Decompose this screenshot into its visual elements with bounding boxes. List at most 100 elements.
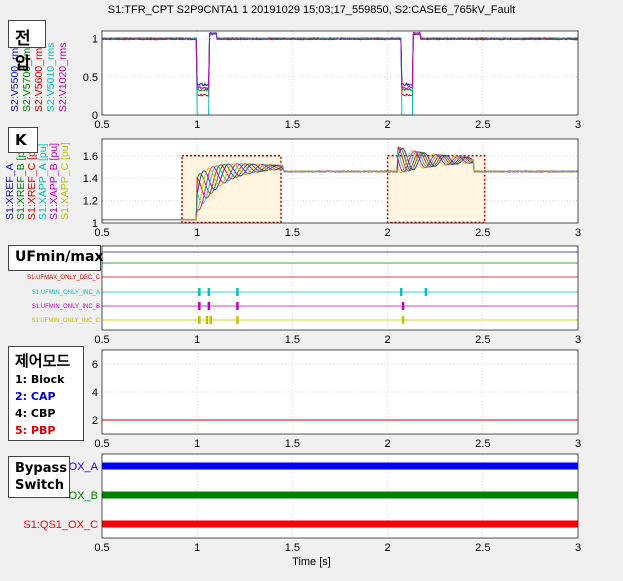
event-marker (207, 302, 211, 310)
event-marker (209, 316, 213, 324)
x-tick-label: 3 (575, 227, 581, 239)
x-tick-label: 2 (385, 119, 391, 131)
legend-entry: S1:XREF_B [pu] (15, 143, 27, 220)
x-tick-label: 2 (385, 438, 391, 450)
event-marker (198, 302, 201, 310)
y-tick-label: 1 (92, 34, 98, 46)
legend-entry: S2:V5700_rms (21, 43, 33, 112)
y-tick-label: 0.5 (83, 72, 98, 84)
x-tick-label: 1.5 (285, 227, 300, 239)
voltage-label: 전압 (8, 20, 46, 74)
x-tick-label: 3 (575, 119, 581, 131)
y-tick-label: 2 (92, 415, 98, 427)
legend-entry: S1:XAPP_C [pu] (59, 142, 71, 220)
bypass-label-line2: Switch (15, 478, 65, 493)
series-line-s1-xapp-c-pu- (102, 149, 579, 221)
y-tick-label: 4 (92, 387, 98, 399)
panel-k: 0.5 1 1.5 2 2.5 311.21.41.6S1:XREF_A S1:XREF_B… (4, 138, 581, 239)
y-tick-label: 0 (92, 110, 98, 122)
panel-bypass: 0.5 1 1.5 2 2.5 3 OX_A OX_B S1:QS1_OX_C (23, 453, 581, 554)
x-tick-label: 2.5 (475, 119, 490, 131)
x-tick-label: 1 (194, 438, 200, 450)
x-tick-label: 1.5 (285, 119, 300, 131)
switch-label: OX_A (69, 461, 99, 473)
mode-item-cap: 2: CAP (15, 390, 56, 403)
event-marker (401, 302, 405, 310)
x-tick-label: 3 (575, 542, 581, 554)
mode-item-pbp: 5: PBP (15, 424, 56, 437)
legend-entry: S2:V5010_rms (45, 43, 57, 112)
event-row-label: S1:UFMIN_ONLY_INC_A (32, 290, 100, 296)
x-tick-label: 2 (385, 542, 391, 554)
x-tick-label: 0.5 (94, 227, 109, 239)
event-row-label: S1:UFMIN_ONLY_INC_C (31, 318, 100, 324)
x-tick-label: 2 (385, 334, 391, 346)
plot-frame (101, 138, 579, 224)
bypass-label-box: Bypass Switch (8, 456, 70, 498)
x-tick-label: 1.5 (285, 438, 300, 450)
legend-entry: S2:V5600_rms (33, 43, 45, 112)
x-tick-label: 1 (194, 542, 200, 554)
plot-frame (101, 30, 579, 116)
legend-entry: S1:XREF_C [pu] (26, 142, 38, 220)
y-tick-label: 1.4 (83, 173, 98, 185)
highlight-region (386, 155, 486, 224)
plot-area-k (102, 139, 578, 223)
control-mode-title: 제어모드 (15, 352, 71, 370)
x-tick-label: 0.5 (94, 334, 109, 346)
plot-area-voltage (102, 31, 578, 115)
bypass-label-line1: Bypass (15, 461, 67, 476)
x-tick-label: 2.5 (475, 542, 490, 554)
mode-item-cbp: 4: CBP (15, 407, 56, 420)
plot-area-ufminmax (102, 246, 578, 330)
plot-frame (101, 453, 579, 539)
x-tick-label: 2.5 (475, 438, 490, 450)
y-tick-label: 1 (92, 218, 98, 230)
legend-entry: S1:XAPP_B [pu] (48, 143, 60, 220)
event-marker (205, 316, 209, 324)
y-tick-label: 6 (92, 359, 98, 371)
control-mode-label-box: 제어모드 1: Block 2: CAP 4: CBP 5: PBP (8, 346, 84, 441)
x-tick-label: 2 (385, 227, 391, 239)
x-tick-label: 0.5 (94, 542, 109, 554)
x-tick-label: 0.5 (94, 438, 109, 450)
series-line-s2-v5010-rms (101, 31, 579, 116)
event-marker (207, 288, 211, 296)
mode-item-block: 1: Block (15, 373, 65, 386)
y-tick-label: 1.6 (83, 151, 98, 163)
x-tick-label: 1.5 (285, 542, 300, 554)
legend-entry: S2:V1020_rms (57, 43, 69, 112)
panel-control_mode: 0.5 1 1.5 2 2.5 3 2 4 6 (92, 349, 581, 450)
plot-frame (101, 349, 579, 435)
legend-entry: S1:XAPP_A [pu] (37, 143, 49, 220)
event-marker (236, 316, 239, 324)
panel-ufminmax: 0.5 1 1.5 2 2.5 3 S1:UFMAX_ONLY_DEC_C S1:UFMIN_… (27, 245, 581, 346)
x-tick-label: 0.5 (94, 119, 109, 131)
x-tick-label: 1 (194, 119, 200, 131)
plot-frame (101, 245, 579, 331)
event-marker (236, 302, 239, 310)
x-axis-label: Time [s] (292, 556, 331, 568)
event-marker (401, 316, 405, 324)
event-marker (399, 288, 403, 296)
switch-label: S1:QS1_OX_C (23, 519, 98, 531)
x-tick-label: 1 (194, 227, 200, 239)
x-tick-label: 3 (575, 334, 581, 346)
legend-entry: S2:V5500_rms (9, 43, 21, 112)
event-marker (236, 288, 239, 296)
series-line-s2-v1020-rms (101, 31, 579, 90)
x-tick-label: 2.5 (475, 334, 490, 346)
y-tick-label: 1.2 (83, 196, 98, 208)
figure-title: S1:TFR_CPT S2P9CNTA1 1 20191029 15;03;17… (107, 4, 516, 16)
x-tick-label: 3 (575, 438, 581, 450)
event-marker (424, 288, 428, 296)
x-tick-label: 1.5 (285, 334, 300, 346)
event-marker (198, 316, 201, 324)
event-row-label: S1:UFMAX_ONLY_DEC_C (27, 275, 101, 281)
switch-label: OX_B (69, 490, 98, 502)
legend-entry: S1:XREF_A (4, 163, 16, 220)
ufminmax-label: UFmin/max (8, 245, 103, 271)
event-marker (198, 288, 201, 296)
